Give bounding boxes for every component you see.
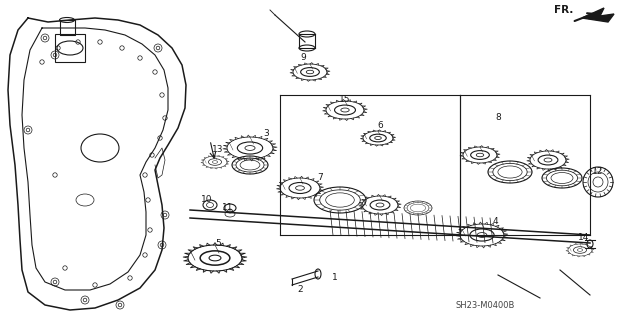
Text: 15: 15: [339, 95, 351, 105]
Text: 12: 12: [592, 167, 604, 177]
Text: 14: 14: [578, 233, 590, 242]
Bar: [55, 34, 85, 62]
Text: 8: 8: [495, 114, 501, 123]
Text: 9: 9: [300, 53, 306, 62]
Text: SH23-M0400B: SH23-M0400B: [455, 300, 515, 309]
Text: 7: 7: [317, 173, 323, 182]
Text: 1: 1: [332, 274, 338, 283]
Text: 2: 2: [297, 285, 303, 294]
Text: 13: 13: [212, 146, 224, 155]
Text: 11: 11: [222, 204, 234, 212]
Polygon shape: [582, 8, 614, 22]
Text: 5: 5: [215, 238, 221, 247]
Text: 3: 3: [263, 129, 269, 138]
Text: 6: 6: [377, 122, 383, 131]
Text: FR.: FR.: [554, 5, 573, 15]
Text: 4: 4: [492, 218, 498, 227]
Text: 10: 10: [202, 196, 213, 204]
